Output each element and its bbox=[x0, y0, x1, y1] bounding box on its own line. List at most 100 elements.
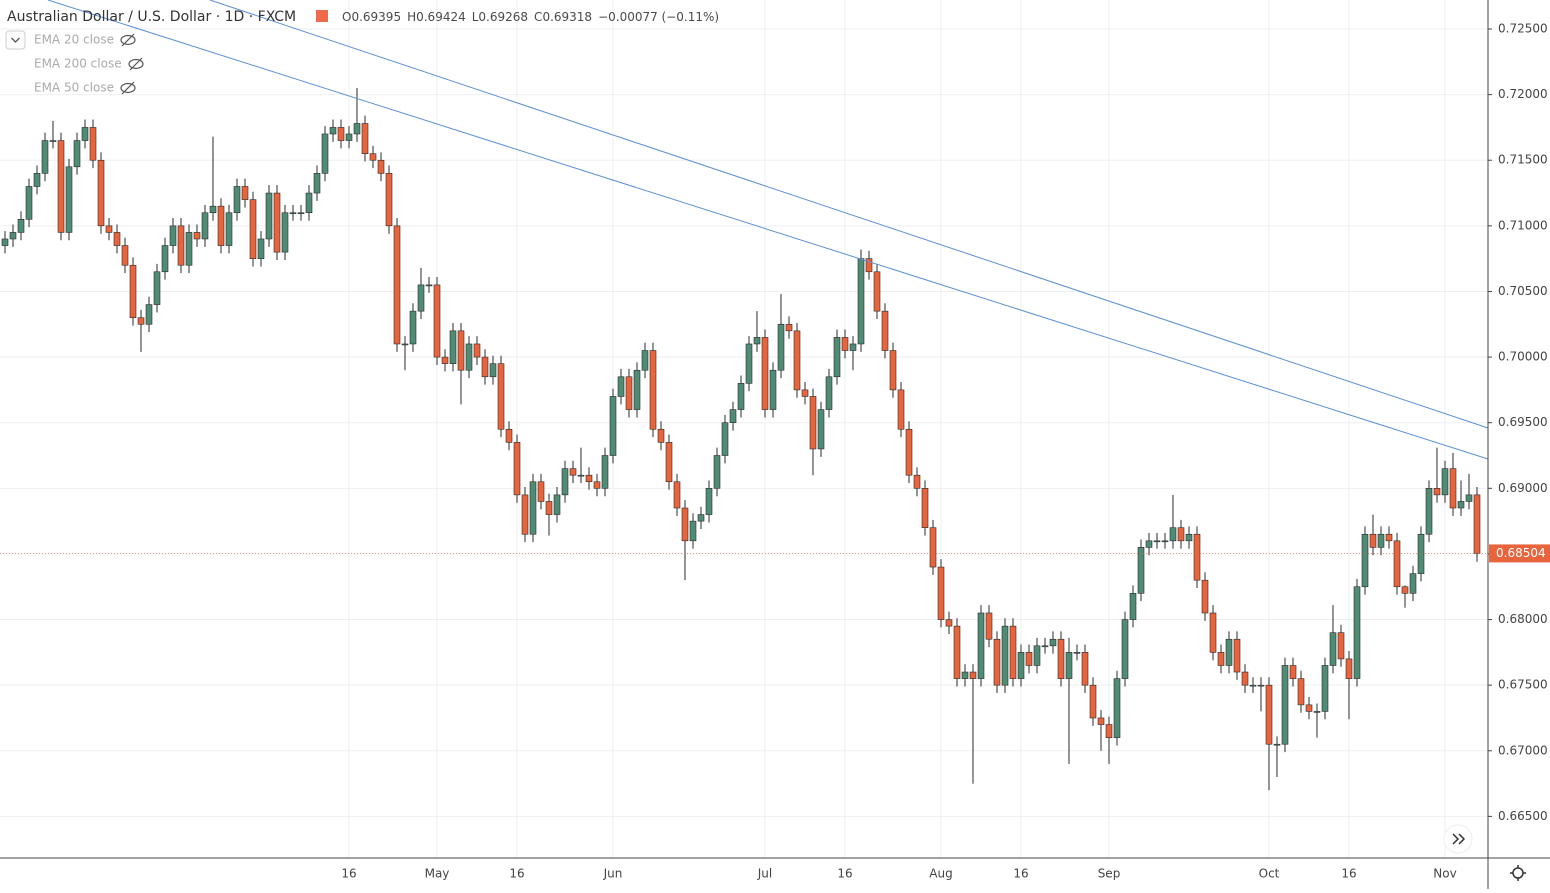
candle-body bbox=[313, 173, 321, 194]
candle-body bbox=[1201, 579, 1209, 614]
candle-body bbox=[1129, 593, 1137, 620]
candle-body bbox=[1345, 658, 1353, 679]
indicator-label: EMA 50 close bbox=[34, 81, 114, 95]
candle-body bbox=[409, 310, 417, 345]
candle-body bbox=[425, 284, 433, 287]
candle-body bbox=[105, 225, 113, 233]
axes: 0.72500 0.72000 0.71500 0.71000 0.70500 0.700… bbox=[0, 22, 1550, 881]
candle-body bbox=[1473, 494, 1481, 554]
candle-body bbox=[945, 619, 953, 627]
candle-body bbox=[673, 481, 681, 509]
visibility-toggle[interactable] bbox=[128, 57, 144, 71]
candle-body bbox=[361, 123, 369, 154]
candle-body bbox=[209, 205, 217, 214]
candle-body bbox=[1313, 711, 1321, 713]
candle-body bbox=[545, 501, 553, 515]
candle-body bbox=[625, 376, 633, 410]
x-tick-label: 16 bbox=[1013, 867, 1028, 881]
candle-body bbox=[745, 343, 753, 384]
ohlc-value: 0.69395 bbox=[351, 10, 401, 24]
candle-body bbox=[481, 356, 489, 378]
candle-body bbox=[1089, 684, 1097, 719]
collapse-button[interactable] bbox=[5, 30, 26, 50]
candle-body bbox=[609, 396, 617, 456]
x-tick-label: Nov bbox=[1433, 867, 1456, 881]
status-icon[interactable] bbox=[316, 10, 328, 22]
candle-body bbox=[1105, 724, 1113, 738]
candle-body bbox=[385, 173, 393, 227]
candle-body bbox=[1017, 652, 1025, 679]
candle-body bbox=[73, 140, 81, 168]
ohlc-value: 0.69424 bbox=[416, 10, 466, 24]
candle-body bbox=[1169, 527, 1177, 542]
candle-body bbox=[529, 481, 537, 535]
candle-body bbox=[1057, 638, 1065, 679]
scroll-button[interactable] bbox=[1443, 824, 1473, 854]
candle-body bbox=[1385, 533, 1393, 542]
candle-body bbox=[121, 245, 129, 266]
candle-body bbox=[1393, 540, 1401, 588]
candles bbox=[1, 88, 1481, 791]
candle-body bbox=[761, 337, 769, 410]
candle-body bbox=[457, 330, 465, 371]
candle-body bbox=[257, 238, 265, 259]
ohlc-key: C bbox=[534, 10, 542, 24]
candle-body bbox=[601, 455, 609, 489]
candle-body bbox=[737, 383, 745, 410]
candle-body bbox=[25, 186, 33, 220]
candle-body bbox=[585, 474, 593, 483]
settings-button[interactable] bbox=[1510, 865, 1526, 881]
candle-body bbox=[441, 356, 449, 364]
trend-line[interactable] bbox=[209, 0, 1489, 429]
candle-body bbox=[817, 409, 825, 450]
candle-body bbox=[1417, 533, 1425, 574]
candle-body bbox=[1305, 704, 1313, 712]
candle-body bbox=[617, 376, 625, 397]
candle-body bbox=[961, 671, 969, 679]
candle-body bbox=[265, 192, 273, 240]
candle-body bbox=[377, 159, 385, 174]
candle-body bbox=[1433, 488, 1441, 496]
candle-body bbox=[777, 323, 785, 371]
candle-body bbox=[1217, 652, 1225, 666]
candle-body bbox=[97, 159, 105, 227]
x-tick-label: Jun bbox=[603, 867, 623, 881]
candle-body bbox=[913, 474, 921, 489]
candle-body bbox=[1121, 619, 1129, 679]
candle-body bbox=[337, 127, 345, 141]
candle-body bbox=[353, 123, 361, 135]
candle-body bbox=[33, 173, 41, 187]
visibility-toggle[interactable] bbox=[120, 81, 136, 95]
candle-body bbox=[881, 310, 889, 351]
candle-body bbox=[825, 376, 833, 410]
candle-body bbox=[721, 422, 729, 456]
x-tick-label: 16 bbox=[509, 867, 524, 881]
eye-slash bbox=[121, 33, 135, 47]
candle-body bbox=[1377, 533, 1385, 548]
candle-body bbox=[1137, 547, 1145, 594]
y-tick-label: 0.69000 bbox=[1498, 481, 1548, 495]
candle-body bbox=[1065, 652, 1073, 679]
candle-body bbox=[289, 212, 297, 215]
x-tick-label: Oct bbox=[1259, 867, 1280, 881]
candle-body bbox=[465, 343, 473, 371]
candle-body bbox=[1193, 533, 1201, 581]
candle-body bbox=[1369, 533, 1377, 548]
candle-body bbox=[137, 317, 145, 325]
x-tick-label: May bbox=[425, 867, 450, 881]
candle-body bbox=[305, 192, 313, 214]
candle-body bbox=[417, 284, 425, 312]
candle-body bbox=[161, 245, 169, 273]
trend-line[interactable] bbox=[47, 0, 1489, 460]
candle-body bbox=[1049, 638, 1057, 647]
candle-body bbox=[1009, 625, 1017, 679]
candle-body bbox=[1097, 717, 1105, 725]
candle-body bbox=[953, 625, 961, 679]
candle-body bbox=[577, 474, 585, 477]
visibility-toggle[interactable] bbox=[120, 33, 136, 47]
candle-body bbox=[865, 258, 873, 273]
candle-body bbox=[1329, 632, 1337, 666]
candle-body bbox=[17, 218, 25, 233]
